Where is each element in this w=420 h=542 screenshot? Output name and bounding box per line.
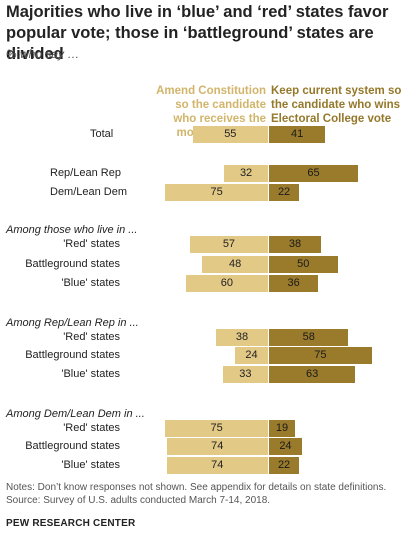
section-heading: Among Rep/Lean Rep in ... (6, 317, 139, 329)
bar-amend (222, 366, 268, 383)
value-label-keep: 36 (287, 277, 300, 289)
section-heading: Among Dem/Lean Dem in ... (6, 408, 145, 420)
row-label: 'Blue' states (61, 459, 120, 471)
value-label-keep: 22 (277, 459, 291, 471)
value-label-amend: 60 (220, 277, 234, 289)
bar-keep (269, 275, 319, 292)
bar-amend (185, 275, 268, 292)
value-label-keep: 65 (307, 167, 320, 179)
bar-amend (202, 256, 268, 273)
value-label-amend: 32 (239, 167, 253, 179)
value-label-keep: 19 (275, 422, 289, 434)
bar-amend (235, 347, 268, 364)
value-label-amend: 74 (211, 440, 224, 452)
row-label: 'Red' states (63, 238, 120, 250)
bar-keep (269, 329, 349, 346)
value-label-keep: 38 (288, 238, 302, 250)
source-org: PEW RESEARCH CENTER (6, 518, 136, 529)
bar-amend (166, 438, 268, 455)
bar-keep (269, 347, 372, 364)
bar-keep (269, 256, 338, 273)
bar-keep (269, 366, 356, 383)
value-label-amend: 75 (210, 186, 223, 198)
source-text: Source: Survey of U.S. adults conducted … (6, 494, 271, 506)
notes-text: Notes: Don’t know responses not shown. S… (6, 482, 387, 493)
value-label-keep: 22 (277, 186, 291, 198)
bar-keep (269, 126, 326, 143)
bar-keep (269, 236, 322, 253)
value-label-keep: 41 (290, 128, 304, 140)
bar-amend (165, 184, 268, 201)
bar-keep (269, 457, 300, 474)
row-label: 'Blue' states (61, 277, 120, 289)
value-label-amend: 55 (224, 128, 237, 140)
row-label: Rep/Lean Rep (50, 167, 121, 179)
section-heading: Among those who live in ... (6, 224, 138, 236)
row-label: Battleground states (25, 258, 120, 270)
value-label-keep: 75 (314, 349, 327, 361)
value-label-keep: 63 (306, 368, 319, 380)
value-label-amend: 48 (228, 258, 242, 270)
row-label: Battleground states (25, 440, 120, 452)
bar-amend (224, 165, 268, 182)
bar-amend (166, 457, 268, 474)
bar-amend (192, 126, 268, 143)
bar-keep (269, 165, 359, 182)
value-label-amend: 75 (210, 422, 223, 434)
bar-amend (189, 236, 268, 253)
chart-notes: Notes: Don’t know responses not shown. S… (6, 482, 416, 507)
value-label-amend: 33 (239, 368, 252, 380)
row-label: 'Red' states (63, 422, 120, 434)
bar-keep (269, 184, 300, 201)
value-label-amend: 24 (245, 349, 258, 361)
bar-amend (215, 329, 268, 346)
row-label: 'Red' states (63, 331, 120, 343)
row-label: Battleground states (25, 349, 120, 361)
bar-keep (269, 420, 296, 437)
value-label-keep: 50 (297, 258, 310, 270)
value-label-keep: 24 (279, 440, 292, 452)
row-label: Dem/Lean Dem (50, 186, 128, 198)
value-label-amend: 57 (222, 238, 236, 250)
row-label: 'Blue' states (61, 368, 120, 380)
bar-amend (165, 420, 268, 437)
chart-title: Majorities who live in ‘blue’ and ‘red’ … (6, 3, 389, 63)
chart-subtitle: % who say … (6, 47, 80, 61)
value-label-amend: 74 (211, 459, 224, 471)
row-label: Total (90, 128, 114, 140)
value-label-keep: 58 (302, 331, 315, 343)
value-label-amend: 38 (235, 331, 249, 343)
bar-keep (269, 438, 302, 455)
